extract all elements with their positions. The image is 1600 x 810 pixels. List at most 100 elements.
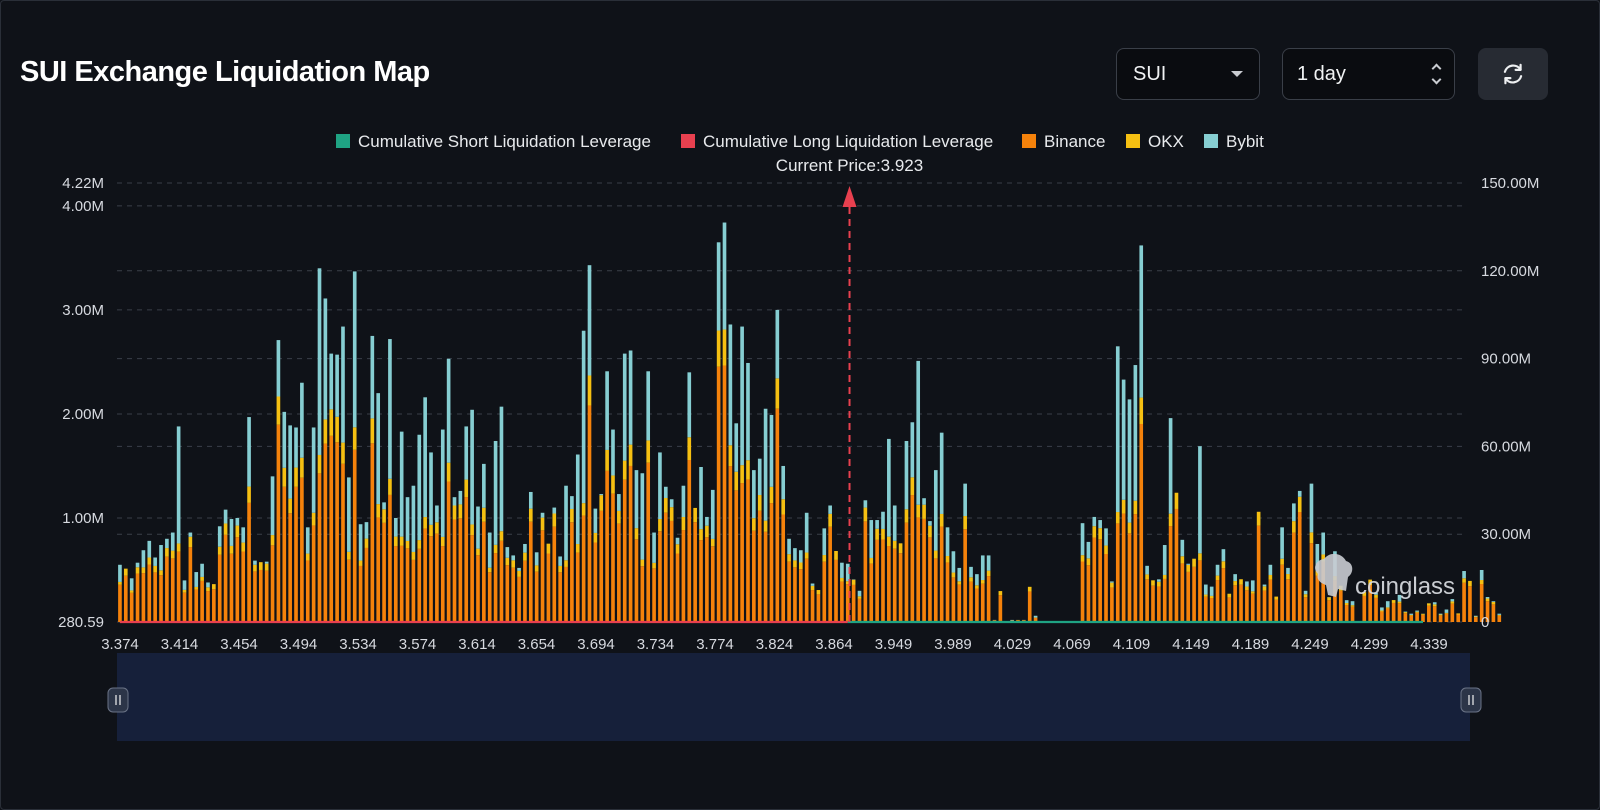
bar-96[interactable] [681,485,686,622]
bar-125[interactable] [851,579,856,622]
bar-135[interactable] [910,422,915,622]
bar-119[interactable] [816,590,821,622]
bar-73[interactable] [546,543,551,622]
bar-8[interactable] [165,538,169,622]
bar-48[interactable] [399,431,404,622]
bar-146[interactable] [975,574,979,622]
bar-225[interactable] [1438,613,1443,622]
bar-232[interactable] [1479,569,1484,622]
bar-63[interactable] [487,532,492,622]
bar-19[interactable] [229,519,234,622]
bar-30[interactable] [294,427,298,622]
bar-114[interactable] [787,538,791,622]
bar-32[interactable] [305,527,310,622]
bar-86[interactable] [622,353,627,622]
bar-218[interactable] [1397,594,1402,622]
bar-112[interactable] [775,309,780,622]
bar-5[interactable] [147,540,152,622]
bar-195[interactable] [1262,584,1267,622]
bar-3[interactable] [135,562,140,622]
bar-155[interactable] [1027,586,1032,622]
bar-12[interactable] [188,532,193,622]
bar-233[interactable] [1485,597,1490,622]
bar-22[interactable] [247,417,251,622]
bar-81[interactable] [593,508,598,622]
bar-87[interactable] [628,350,633,622]
bar-40[interactable] [352,271,357,622]
bar-181[interactable] [1180,539,1185,622]
zoom-handle-right[interactable] [1460,687,1482,713]
bar-10[interactable] [176,426,181,622]
bar-144[interactable] [963,483,967,622]
bar-88[interactable] [634,470,639,622]
bar-230[interactable] [1468,580,1472,622]
bar-214[interactable] [1374,592,1378,622]
bar-127[interactable] [863,500,868,622]
bar-51[interactable] [417,434,422,622]
bar-138[interactable] [928,521,932,622]
bar-84[interactable] [611,429,615,622]
bar-46[interactable] [388,339,392,622]
bar-172[interactable] [1127,399,1132,622]
bar-50[interactable] [411,485,416,622]
bar-140[interactable] [939,432,944,622]
bar-57[interactable] [452,497,457,622]
bar-216[interactable] [1385,601,1390,622]
bar-41[interactable] [358,524,363,622]
bar-145[interactable] [969,566,973,622]
bar-94[interactable] [669,499,674,622]
bar-203[interactable] [1309,483,1314,622]
bar-212[interactable] [1362,592,1367,622]
bar-2[interactable] [129,578,134,622]
bar-39[interactable] [347,477,351,622]
bar-54[interactable] [435,505,439,622]
bar-234[interactable] [1491,601,1496,622]
bar-117[interactable] [804,512,809,622]
time-range-select[interactable]: 1 day [1282,48,1455,100]
bar-18[interactable] [223,509,228,622]
bar-13[interactable] [194,572,199,622]
bar-178[interactable] [1162,545,1167,622]
bar-20[interactable] [235,517,240,622]
bar-223[interactable] [1427,603,1431,622]
bar-70[interactable] [528,491,533,622]
bar-85[interactable] [617,494,621,622]
bar-65[interactable] [499,406,504,622]
bar-123[interactable] [840,562,844,622]
bar-175[interactable] [1145,565,1149,622]
legend-item-cumulative-long-liquidation-leverage[interactable]: Cumulative Long Liquidation Leverage [681,132,993,151]
refresh-button[interactable] [1478,48,1548,100]
bar-6[interactable] [153,557,157,623]
bar-213[interactable] [1368,579,1372,622]
bar-113[interactable] [781,465,786,622]
zoom-handle-left[interactable] [107,687,129,713]
bar-201[interactable] [1297,490,1302,622]
bar-52[interactable] [423,397,427,622]
bar-103[interactable] [722,222,727,622]
bar-93[interactable] [663,486,668,622]
bar-25[interactable] [264,561,269,622]
bar-191[interactable] [1239,579,1243,622]
bar-122[interactable] [834,550,838,622]
zoom-track[interactable] [117,653,1470,741]
bar-137[interactable] [922,498,926,622]
bar-182[interactable] [1186,563,1191,622]
bar-92[interactable] [658,452,662,622]
bar-79[interactable] [581,330,586,622]
bar-21[interactable] [241,527,246,622]
bar-17[interactable] [217,526,222,622]
bar-35[interactable] [323,298,328,622]
bar-231[interactable] [1473,615,1478,622]
bar-23[interactable] [253,560,257,622]
bar-83[interactable] [605,371,609,622]
bar-177[interactable] [1157,579,1161,622]
legend-item-okx[interactable]: OKX [1126,132,1184,151]
bar-129[interactable] [875,520,879,622]
bar-100[interactable] [705,516,709,622]
bar-80[interactable] [587,265,592,622]
bar-49[interactable] [405,497,410,622]
bar-116[interactable] [798,550,803,622]
bar-205[interactable] [1321,532,1326,622]
bar-58[interactable] [458,490,463,622]
bar-66[interactable] [505,547,510,622]
